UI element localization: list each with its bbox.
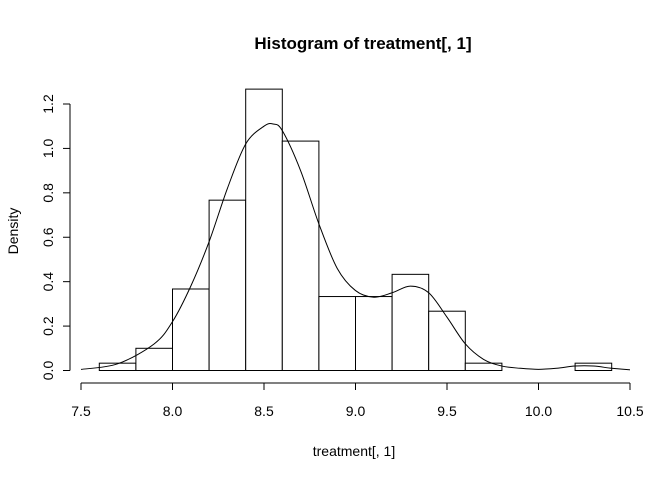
histogram-bar-6 xyxy=(281,140,320,371)
x-axis-label: treatment[, 1] xyxy=(313,443,395,459)
y-tick-label: 0.6 xyxy=(40,227,56,247)
histogram-bar-10 xyxy=(428,310,466,371)
y-axis-label: Density xyxy=(5,208,21,255)
histogram-bar-11 xyxy=(464,362,503,372)
y-tick-label: 0.0 xyxy=(40,361,56,381)
x-tick-label: 9.0 xyxy=(346,403,366,419)
y-tick-label: 0.8 xyxy=(40,183,56,203)
histogram-bar-8 xyxy=(355,296,393,372)
x-tick-label: 9.5 xyxy=(437,403,457,419)
density-curve xyxy=(80,122,631,371)
chart-title: Histogram of treatment[, 1] xyxy=(254,34,471,53)
y-tick-label: 1.0 xyxy=(40,138,56,158)
x-tick-label: 10.0 xyxy=(525,403,552,419)
histogram-bar-5 xyxy=(245,88,283,371)
x-tick-label: 8.0 xyxy=(163,403,183,419)
y-tick-label: 1.2 xyxy=(40,94,56,114)
x-tick-label: 10.5 xyxy=(616,403,643,419)
y-tick-label: 0.2 xyxy=(40,316,56,336)
y-axis: 0.0 0.2 0.4 0.6 0.8 1.0 1.2 xyxy=(40,94,71,381)
histogram-bar-3 xyxy=(172,288,210,372)
x-tick-label: 7.5 xyxy=(71,403,91,419)
bars-group xyxy=(98,88,613,372)
y-tick-label: 0.4 xyxy=(40,272,56,292)
histogram-bar-2 xyxy=(135,347,173,371)
x-axis: 7.5 8.0 8.5 9.0 9.5 10.0 10.5 xyxy=(71,382,644,419)
histogram-bar-7 xyxy=(318,296,356,372)
x-tick-label: 8.5 xyxy=(254,403,274,419)
histogram-bar-14 xyxy=(574,362,613,372)
